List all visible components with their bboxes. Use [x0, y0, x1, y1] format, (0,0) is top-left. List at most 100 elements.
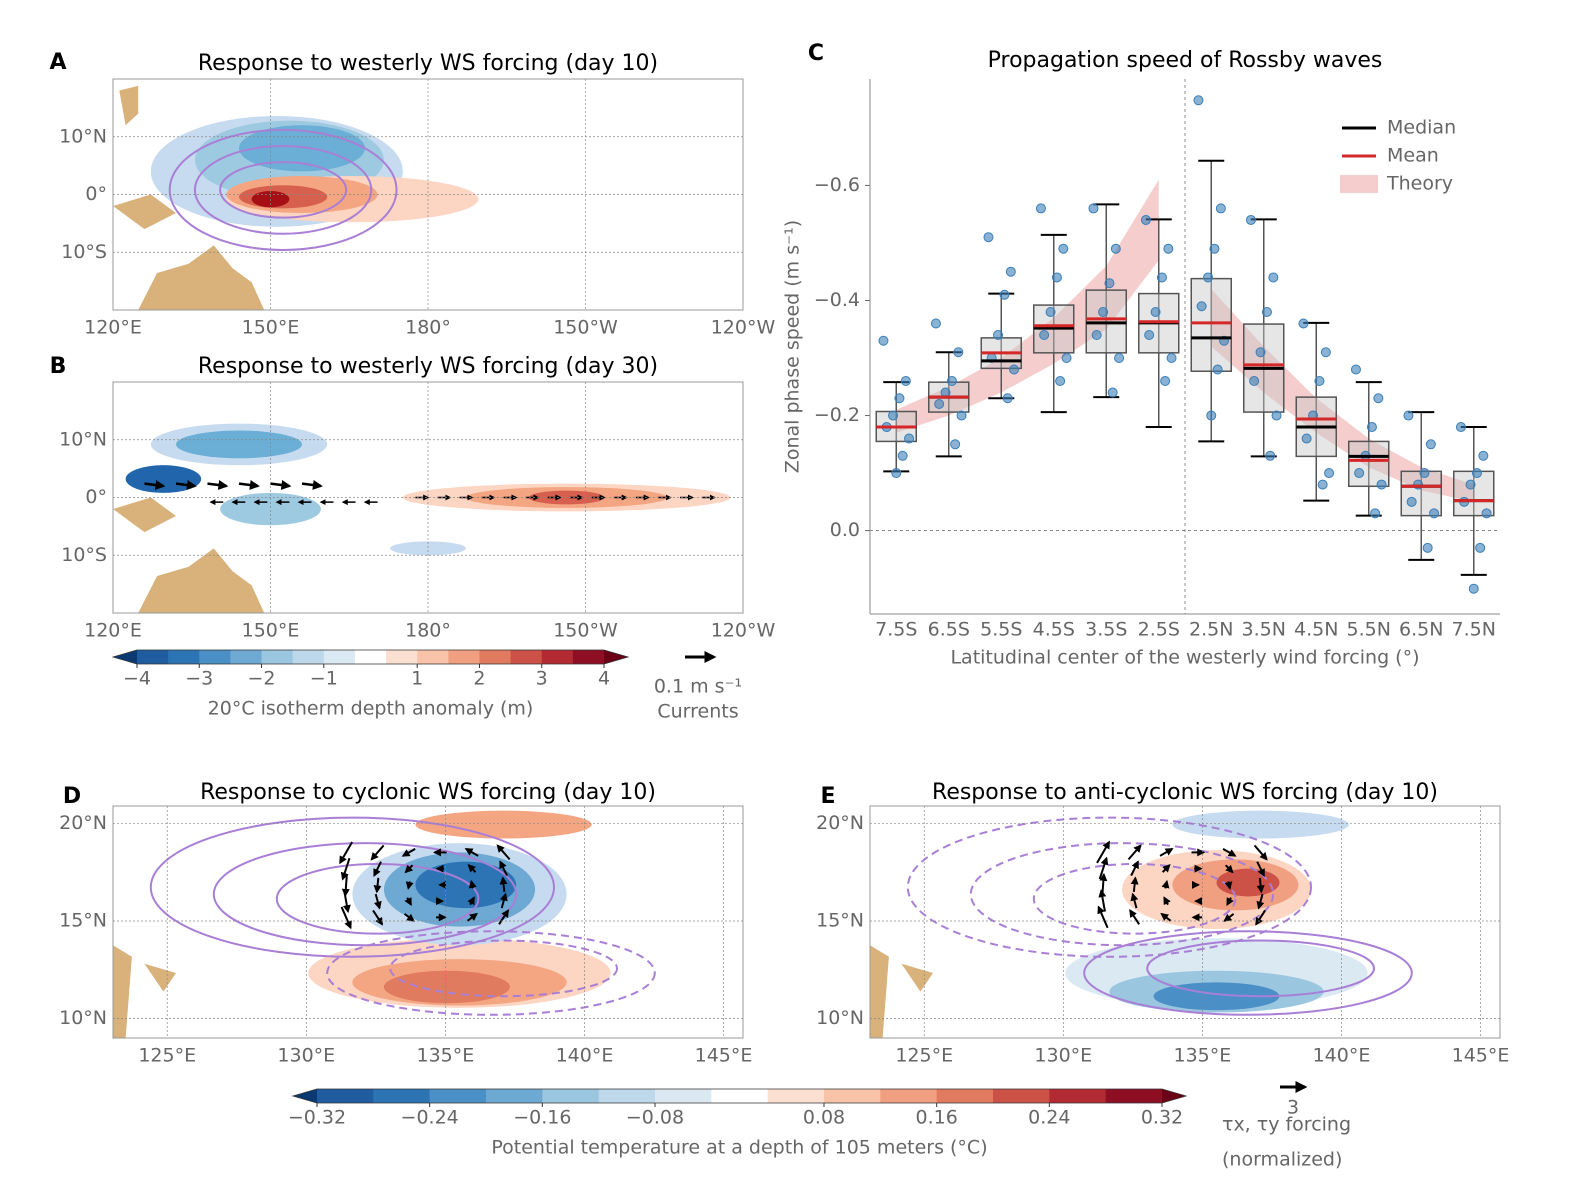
land	[144, 963, 176, 992]
box	[1453, 470, 1495, 517]
sample-point	[1215, 203, 1226, 214]
forcing-arrow	[498, 909, 510, 925]
x-tick-label: 150°W	[553, 620, 618, 642]
colorbar-tick-label: −4	[123, 668, 151, 690]
legend-label: Mean	[1387, 145, 1439, 167]
sample-point	[1373, 393, 1384, 404]
x-tick-label: 2.5N	[1189, 619, 1233, 641]
x-tick-label: 180°	[405, 620, 451, 642]
forcing-contour	[1146, 939, 1375, 998]
sample-point	[1314, 376, 1325, 387]
colorbar-tick-label: −0.32	[288, 1107, 346, 1129]
x-tick-label: 2.5S	[1138, 619, 1180, 641]
forcing-arrow	[1223, 913, 1235, 922]
forcing-arrow	[404, 897, 412, 907]
y-axis-label: Zonal phase speed (m s⁻¹)	[782, 220, 804, 473]
y-tick-label: −0.4	[814, 289, 860, 311]
anomaly-contour	[1216, 868, 1280, 897]
colorbar-segment	[261, 650, 294, 664]
forcing-arrow	[1224, 864, 1234, 874]
sample-point	[1475, 542, 1486, 553]
forcing-arrow	[1160, 912, 1172, 922]
y-tick-label: 20°N	[59, 812, 107, 834]
panel-letter: B	[50, 354, 67, 379]
y-tick-label: 15°N	[59, 910, 107, 932]
x-tick-label: 6.5S	[928, 619, 970, 641]
forcing-arrow	[1130, 876, 1139, 892]
anomaly-contour	[176, 430, 302, 459]
sample-point	[1422, 542, 1433, 553]
sample-point	[900, 376, 911, 387]
sample-point	[946, 376, 957, 387]
y-tick-label: −0.2	[814, 404, 860, 426]
colorbar-segment	[880, 1089, 938, 1103]
sample-point	[1002, 393, 1013, 404]
sample-point	[1051, 272, 1062, 283]
colorbar-segment	[711, 1089, 769, 1103]
forcing-contour	[168, 128, 398, 251]
colorbar-label: Potential temperature at a depth of 105 …	[491, 1137, 987, 1159]
x-tick-label: 120°W	[711, 620, 776, 642]
current-arrow	[175, 480, 197, 490]
colorbar-segment	[292, 650, 325, 664]
x-tick-label: 120°E	[84, 620, 142, 642]
plot-frame	[869, 805, 1501, 1039]
sample-point	[1366, 422, 1377, 433]
forcing-arrow	[1130, 892, 1139, 909]
y-tick-label: 10°N	[59, 428, 107, 450]
sample-point	[1471, 468, 1482, 479]
sample-point	[1298, 318, 1309, 329]
forcing-contour	[326, 930, 656, 1016]
colorbar-segment	[1049, 1089, 1107, 1103]
x-tick-label: 135°E	[416, 1045, 474, 1067]
current-arrow	[238, 480, 260, 490]
legend-label: Theory	[1386, 173, 1453, 195]
key-label: Currents	[657, 701, 738, 723]
x-tick-label: 6.5N	[1399, 619, 1443, 641]
panel-letter: C	[808, 41, 824, 66]
key-value: 0.1 m s⁻¹	[654, 676, 742, 698]
sample-point	[904, 433, 915, 444]
forcing-contour	[275, 863, 480, 935]
forcing-arrow	[1255, 909, 1266, 926]
colorbar-extension	[1162, 1089, 1186, 1103]
current-arrow	[144, 480, 166, 490]
y-tick-label: 0°	[85, 486, 107, 508]
forcing-arrow	[1226, 897, 1234, 907]
x-tick-label: 5.5N	[1347, 619, 1391, 641]
sample-point	[1088, 203, 1099, 214]
forcing-contour	[906, 816, 1313, 958]
x-tick-label: 7.5S	[875, 619, 917, 641]
sample-point	[1160, 376, 1171, 387]
anomaly-contour	[220, 492, 321, 526]
forcing-arrow	[1224, 881, 1233, 890]
sample-point	[1156, 272, 1167, 283]
x-tick-label: 125°E	[895, 1045, 953, 1067]
sample-point	[878, 335, 889, 346]
colorbar-extension	[293, 1089, 317, 1103]
colorbar-segment	[936, 1089, 994, 1103]
sample-point	[1268, 272, 1279, 283]
plot-frame	[112, 805, 744, 1039]
plot-frame	[112, 381, 744, 614]
legend-label: Median	[1387, 117, 1456, 139]
sample-point	[1009, 364, 1020, 375]
colorbar-label: 20°C isotherm depth anomaly (m)	[208, 698, 534, 720]
colorbar-segment	[168, 650, 200, 664]
forcing-contour	[219, 161, 348, 219]
forcing-arrow	[373, 861, 382, 878]
current-arrow	[270, 480, 292, 490]
sample-point	[1110, 243, 1121, 254]
forcing-arrow	[499, 860, 508, 877]
colorbar-segment	[323, 650, 356, 664]
forcing-arrow	[1161, 864, 1171, 873]
y-tick-label: 10°N	[816, 1007, 864, 1029]
x-tick-label: 140°E	[1313, 1045, 1371, 1067]
colorbar-tick-label: 0.08	[803, 1107, 845, 1129]
sample-point	[1206, 410, 1217, 421]
x-tick-label: 4.5S	[1033, 619, 1075, 641]
colorbar-extension	[604, 650, 628, 664]
land	[138, 548, 265, 613]
forcing-arrow	[403, 913, 415, 922]
y-tick-label: 15°N	[816, 910, 864, 932]
